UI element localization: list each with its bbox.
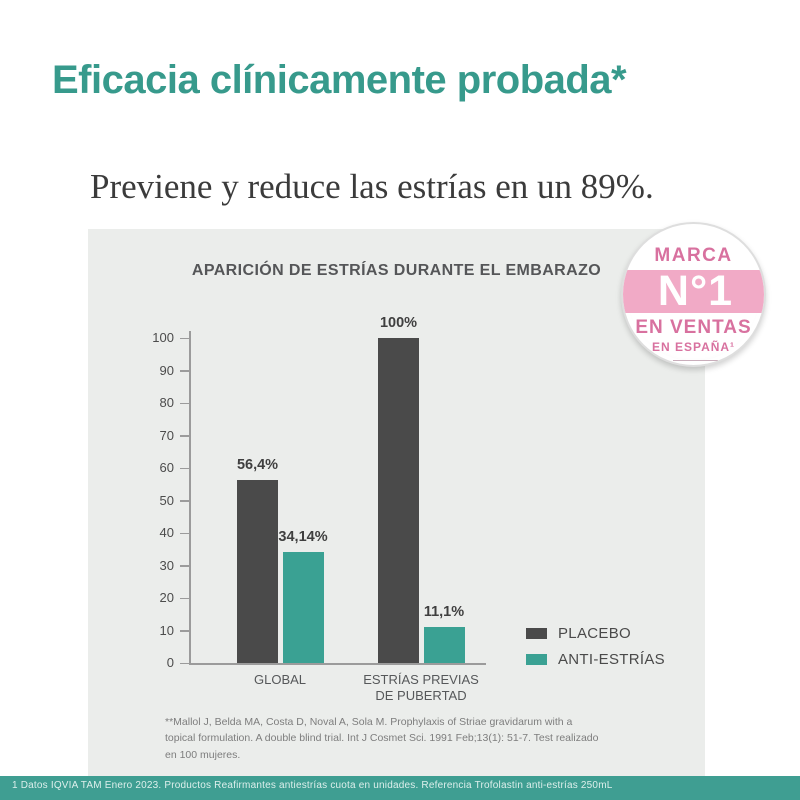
badge-pink-band: N°1 [623,267,764,315]
badge-top-label: MARCA [654,245,733,266]
y-tick-label: 90 [159,362,174,378]
subtitle: Previene y reduce las estrías en un 89%. [90,167,654,206]
x-category-line: GLOBAL [253,672,307,687]
x-axis-line [189,663,486,665]
bar-value-label: 100% [379,315,418,331]
bar-chart: 0 10 20 30 40 50 60 70 80 90 100 56,4% 34,14% GLOBAL 1… [88,229,705,776]
legend-item-anti-estrias: ANTI-ESTRÍAS [526,651,665,668]
y-tick-mark [180,467,189,469]
bar-anti-estrias-0 [282,552,324,663]
y-tick-label: 30 [159,557,174,573]
x-category-line: DE PUBERTAD [375,687,467,703]
legend-swatch-anti-estrias [526,654,547,665]
chart-legend: PLACEBO ANTI-ESTRÍAS [526,625,665,677]
y-tick-label: 100 [152,330,174,345]
y-tick-label: 70 [159,427,174,443]
bar-value-label: 56,4% [236,456,279,473]
marca-n1-badge: MARCA N°1 EN VENTAS EN ESPAÑA¹ [621,222,766,367]
y-tick-mark [180,435,189,437]
bar-value-label: 34,14% [278,529,328,546]
bar-anti-estrias-1 [423,626,465,663]
chart-title: APARICIÓN DE ESTRÍAS DURANTE EL EMBARAZO [191,262,602,279]
y-tick-mark [180,597,189,599]
badge-rank: N°1 [657,267,734,315]
reference-text: 1 Datos IQVIA TAM Enero 2023. Productos … [12,780,613,791]
footnote: **Mallol J, Belda MA, Costa D, Noval A, … [165,716,599,761]
y-tick-mark [180,402,189,404]
badge-divider [673,360,718,361]
badge-bottom-label: EN VENTAS [635,317,752,338]
y-tick-mark [180,662,189,664]
legend-item-placebo: PLACEBO [526,625,665,642]
y-tick-mark [180,370,189,372]
legend-label: ANTI-ESTRÍAS [558,651,665,668]
y-tick-mark [180,532,189,534]
y-tick-mark [180,630,189,632]
bar-placebo-1 [378,338,419,663]
badge-sub-label: EN ESPAÑA¹ [651,340,736,354]
page-title: Eficacia clínicamente probada* [52,58,627,102]
y-tick-mark [180,337,189,339]
x-category-line: ESTRÍAS PREVIAS [363,672,479,687]
y-axis-line [189,331,191,665]
x-category-label: GLOBAL [200,672,360,688]
chart-panel: APARICIÓN DE ESTRÍAS DURANTE EL EMBARAZO… [88,229,705,776]
legend-label: PLACEBO [558,625,631,642]
bar-value-label: 11,1% [423,603,465,620]
y-tick-label: 50 [159,492,174,508]
y-tick-label: 10 [159,622,174,638]
legend-swatch-placebo [526,628,547,639]
reference-bar: 1 Datos IQVIA TAM Enero 2023. Productos … [0,776,800,800]
y-tick-label: 60 [159,460,174,475]
y-tick-label: 20 [159,590,174,605]
y-tick-mark [180,565,189,567]
y-tick-label: 0 [166,655,174,670]
y-tick-label: 80 [159,395,174,410]
x-category-label: ESTRÍAS PREVIAS DE PUBERTAD [341,672,501,703]
y-tick-label: 40 [159,525,174,540]
bar-placebo-0 [237,479,278,663]
y-tick-mark [180,500,189,502]
